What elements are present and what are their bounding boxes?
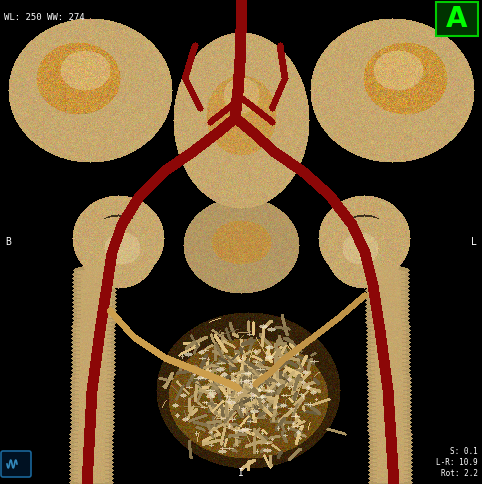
Text: L: L bbox=[471, 237, 477, 247]
Text: L-R: 10.9: L-R: 10.9 bbox=[436, 458, 478, 467]
Text: A: A bbox=[446, 5, 468, 33]
FancyBboxPatch shape bbox=[1, 451, 31, 477]
Text: S: 0.1: S: 0.1 bbox=[450, 447, 478, 456]
Text: WL: 250 WW: 274: WL: 250 WW: 274 bbox=[4, 13, 85, 22]
Text: B: B bbox=[5, 237, 11, 247]
Text: I: I bbox=[238, 468, 244, 478]
Bar bbox=[436, 2, 478, 36]
Text: Rot: 2.2: Rot: 2.2 bbox=[441, 469, 478, 478]
